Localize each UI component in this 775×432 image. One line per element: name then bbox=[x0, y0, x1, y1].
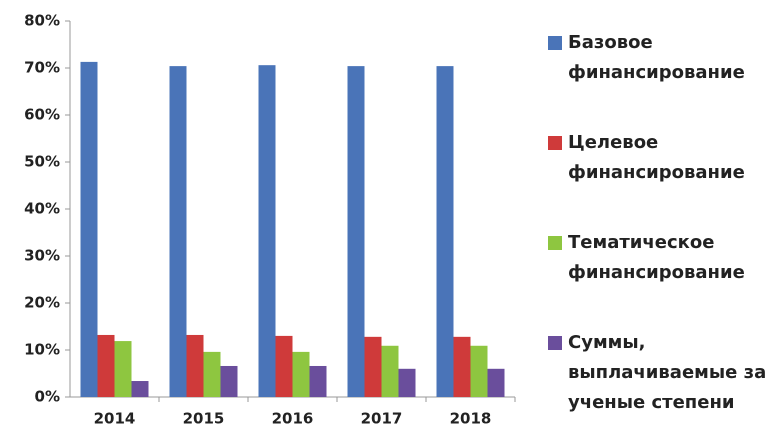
y-tick-label: 50% bbox=[24, 153, 60, 171]
bar bbox=[131, 381, 149, 397]
y-tick-label: 10% bbox=[24, 341, 60, 359]
y-tick-label: 60% bbox=[24, 106, 60, 124]
x-tick-label: 2014 bbox=[94, 410, 136, 428]
bar bbox=[309, 365, 327, 397]
legend-label: Базовое финансирование bbox=[568, 32, 745, 83]
x-tick-label: 2015 bbox=[183, 410, 225, 428]
bar bbox=[80, 61, 98, 397]
legend-item: Целевое финансирование bbox=[548, 128, 770, 188]
y-tick-label: 40% bbox=[24, 200, 60, 218]
legend-label: Тематическое финансирование bbox=[568, 232, 745, 283]
y-tick-label: 20% bbox=[24, 294, 60, 312]
y-tick-label: 70% bbox=[24, 59, 60, 77]
bar bbox=[436, 66, 454, 398]
bar bbox=[487, 368, 505, 397]
legend-swatch bbox=[548, 36, 562, 50]
x-tick-label: 2018 bbox=[450, 410, 492, 428]
bar bbox=[398, 368, 416, 397]
bar bbox=[381, 345, 399, 397]
bar bbox=[220, 365, 238, 397]
legend-item: Базовое финансирование bbox=[548, 28, 770, 88]
x-tick-label: 2017 bbox=[361, 410, 403, 428]
x-tick-label: 2016 bbox=[272, 410, 314, 428]
legend-swatch bbox=[548, 236, 562, 250]
y-tick-label: 80% bbox=[24, 12, 60, 30]
bar bbox=[203, 351, 221, 397]
legend-swatch bbox=[548, 136, 562, 150]
bar bbox=[169, 66, 187, 398]
legend-label: Целевое финансирование bbox=[568, 132, 745, 183]
legend-label: Суммы, выплачиваемые за ученые степени bbox=[568, 332, 767, 413]
y-tick-label: 30% bbox=[24, 247, 60, 265]
bar bbox=[275, 335, 293, 397]
bar bbox=[347, 66, 365, 398]
bar bbox=[470, 345, 488, 397]
legend-item: Суммы, выплачиваемые за ученые степени bbox=[548, 328, 770, 418]
bar bbox=[97, 334, 115, 397]
bar bbox=[114, 341, 132, 397]
legend-item: Тематическое финансирование bbox=[548, 228, 770, 288]
bar bbox=[292, 351, 310, 397]
bar bbox=[364, 336, 382, 397]
bar bbox=[453, 336, 471, 397]
y-tick-label: 0% bbox=[35, 388, 60, 406]
bar bbox=[186, 334, 204, 397]
bar bbox=[258, 65, 276, 398]
legend-swatch bbox=[548, 336, 562, 350]
